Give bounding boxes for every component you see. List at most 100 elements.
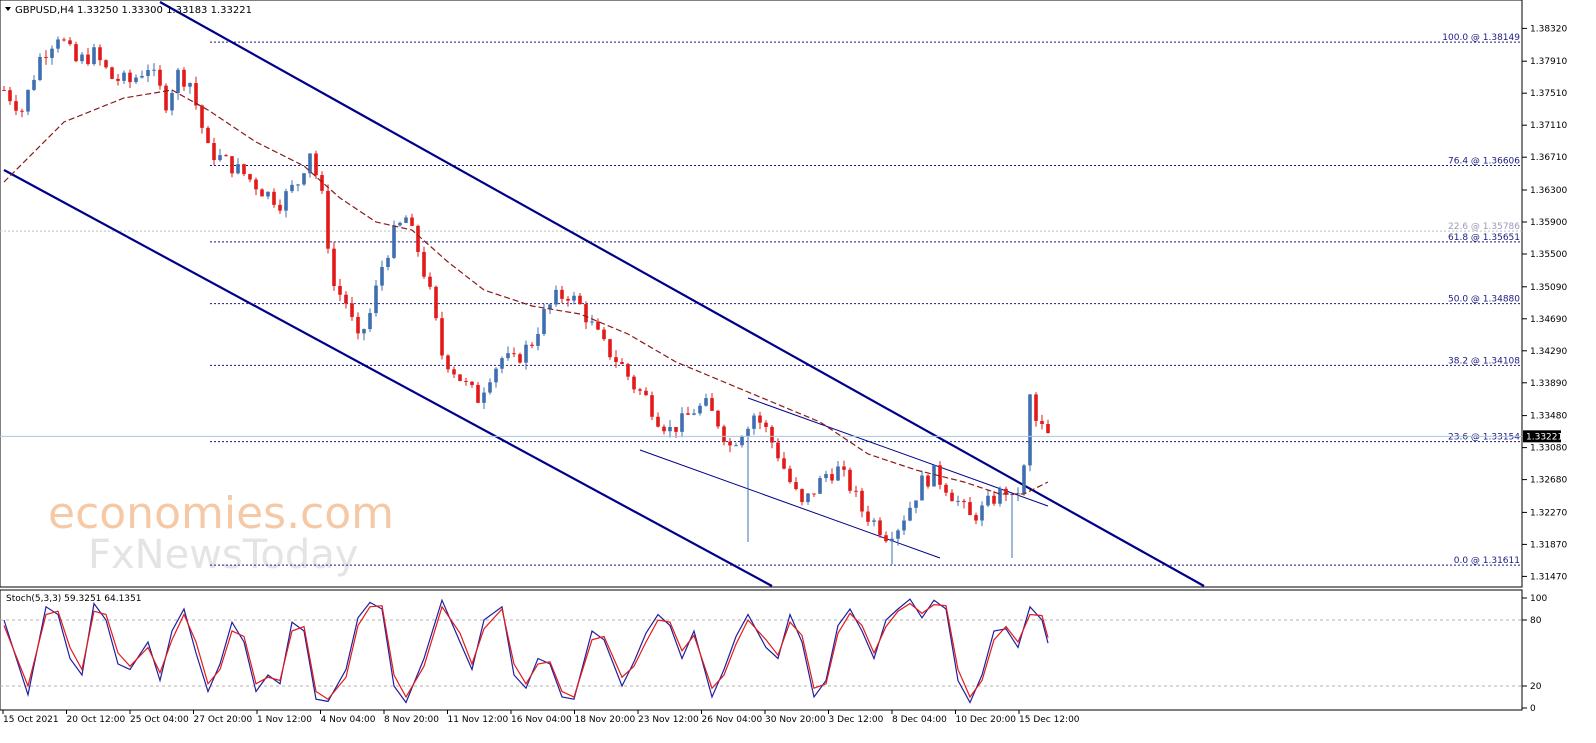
candle-body — [398, 222, 402, 226]
x-tick-label: 26 Nov 04:00 — [702, 715, 763, 725]
candle-body — [230, 156, 234, 174]
candle-body — [824, 474, 828, 479]
candle-body — [146, 70, 150, 76]
candle-body — [530, 344, 534, 346]
candle-body — [104, 60, 108, 68]
candle-body — [344, 294, 348, 304]
candle-body — [518, 354, 522, 363]
candle-body — [728, 441, 732, 446]
candle-body — [494, 368, 498, 383]
candle-body — [926, 475, 930, 487]
candle-body — [542, 308, 546, 334]
candle-body — [224, 155, 228, 157]
candle-body — [80, 54, 84, 62]
candle-body — [302, 173, 306, 185]
candle-body — [284, 191, 288, 211]
candle-body — [656, 416, 660, 427]
candle-body — [488, 382, 492, 393]
candle-body — [890, 538, 894, 542]
y-tick-label: 1.35090 — [1530, 283, 1567, 293]
candle-body — [632, 376, 636, 390]
candle-body — [164, 85, 168, 111]
candle-body — [134, 77, 138, 83]
candle-body — [512, 353, 516, 355]
candle-body — [200, 105, 204, 128]
candle-body — [764, 422, 768, 427]
candle-body — [746, 428, 750, 437]
candle-body — [752, 415, 756, 429]
x-tick-label: 4 Nov 04:00 — [321, 715, 376, 725]
candle-body — [296, 184, 300, 186]
candle-body — [1034, 394, 1038, 421]
candle-body — [866, 511, 870, 522]
fib-label: 22.6 @ 1.35786 — [1448, 222, 1520, 232]
y-tick-label: 1.37510 — [1530, 89, 1567, 99]
candle-body — [872, 520, 876, 522]
candle-body — [800, 489, 804, 502]
candle-body — [320, 175, 324, 191]
candle-body — [698, 405, 702, 414]
candle-body — [770, 426, 774, 443]
x-tick-label: 16 Nov 04:00 — [511, 715, 572, 725]
x-tick-label: 11 Nov 12:00 — [448, 715, 509, 725]
candle-body — [1046, 423, 1050, 434]
candle-body — [2, 90, 6, 91]
candle-body — [38, 56, 42, 80]
candle-body — [356, 316, 360, 334]
y-tick-label: 1.36300 — [1530, 186, 1567, 196]
candle-body — [686, 413, 690, 415]
price-axis: 1.38320 1.37910 1.37510 1.37110 1.36710 1.363… — [1522, 24, 1567, 582]
candle-body — [854, 490, 858, 492]
candle-body — [566, 298, 570, 301]
candle-body — [74, 44, 78, 62]
trend-channel — [3, 1, 1205, 587]
fib-label: 61.8 @ 1.35651 — [1448, 233, 1520, 243]
candle-body — [278, 204, 282, 211]
candle-body — [266, 191, 270, 197]
candle-body — [110, 67, 114, 79]
candle-body — [812, 493, 816, 495]
candle-body — [806, 493, 810, 502]
x-tick-label: 15 Dec 12:00 — [1019, 715, 1080, 725]
candle-body — [482, 392, 486, 403]
stoch-levels — [0, 619, 1522, 687]
candle-body — [368, 313, 372, 330]
candle-body — [410, 217, 414, 226]
candle-body — [734, 445, 738, 447]
x-tick-label: 18 Nov 20:00 — [575, 715, 636, 725]
candle-body — [692, 413, 696, 415]
candle-body — [152, 69, 156, 71]
candle-body — [836, 466, 840, 481]
y-tick-label: 1.37110 — [1530, 121, 1567, 131]
y-tick-label: 1.31870 — [1530, 540, 1567, 550]
symbol-label: GBPUSD,H4 — [15, 5, 74, 16]
candle-body — [704, 398, 708, 406]
candle-body — [710, 398, 714, 411]
candle-body — [524, 344, 528, 363]
candle-body — [32, 79, 36, 90]
candle-body — [986, 495, 990, 506]
candle-body — [260, 189, 264, 197]
candle-body — [290, 184, 294, 192]
fib-label: 50.0 @ 1.34880 — [1448, 295, 1520, 305]
candle-body — [314, 153, 318, 176]
y-tick-label: 1.36710 — [1530, 153, 1567, 163]
chevron-down-icon[interactable] — [5, 7, 11, 11]
stoch-tick-label: 100 — [1530, 594, 1547, 604]
inner-channel-upper-line — [747, 397, 1049, 507]
channel-upper-line — [159, 1, 1205, 587]
fibonacci-levels: 100.0 @ 1.38149 76.4 @ 1.36606 22.6 @ 1.35… — [0, 33, 1522, 566]
candle-body — [758, 415, 762, 423]
candle-body — [584, 304, 588, 323]
y-tick-label: 1.33890 — [1530, 379, 1567, 389]
candle-body — [68, 40, 72, 45]
candle-body — [350, 303, 354, 317]
candle-body — [308, 153, 312, 174]
x-tick-label: 3 Dec 12:00 — [829, 715, 884, 725]
candle-body — [788, 468, 792, 483]
candle-body — [170, 93, 174, 111]
candle-body — [1004, 488, 1008, 495]
stoch-title: Stoch(5,3,3) 59.3251 64.1351 — [6, 594, 141, 604]
x-tick-label: 8 Dec 04:00 — [892, 715, 947, 725]
